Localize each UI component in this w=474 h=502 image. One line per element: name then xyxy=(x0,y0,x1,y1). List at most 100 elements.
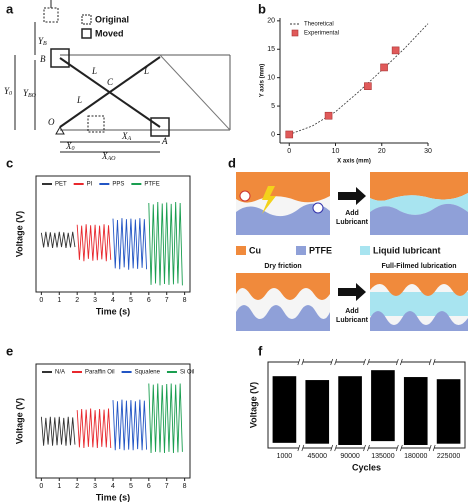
x-tick-label: 4 xyxy=(111,483,115,490)
series-line xyxy=(76,408,112,448)
liquid-layer xyxy=(370,193,468,215)
y-tick-label: 10 xyxy=(267,75,275,82)
series-line xyxy=(112,399,148,451)
axis-break-gap xyxy=(430,447,435,449)
x-tick-label: 0 xyxy=(287,148,291,155)
x-tick-label: 0 xyxy=(39,483,43,490)
y-tick-label: 20 xyxy=(267,18,275,25)
legend-label: Paraffin Oil xyxy=(85,370,115,376)
x-tick-label: 225000 xyxy=(437,453,460,460)
axis-break xyxy=(396,358,399,366)
series-line xyxy=(40,231,76,249)
panel-labels: a b c d e f xyxy=(6,1,266,358)
cu-layer xyxy=(370,273,468,296)
legend-swatch xyxy=(236,246,246,255)
signal-block xyxy=(436,379,461,444)
label-sub: 0 xyxy=(9,91,12,97)
marker xyxy=(324,111,333,120)
x-tick-label: 0 xyxy=(39,297,43,304)
x-tick-label: 8 xyxy=(183,483,187,490)
axis-break-gap xyxy=(364,447,369,449)
y-tick-label: 15 xyxy=(267,46,275,53)
caption: Full-Filmed lubrication xyxy=(381,263,456,270)
label-main: C xyxy=(107,77,114,87)
axis-break xyxy=(334,358,337,366)
label-sub: BO xyxy=(28,93,37,99)
x-tick-label: 2 xyxy=(75,483,79,490)
label-main: A xyxy=(161,136,168,146)
label-sub: A xyxy=(127,136,132,142)
legend-label: Original xyxy=(95,14,129,24)
diagram-a xyxy=(14,0,231,153)
axis-break xyxy=(330,358,333,366)
panel-label: d xyxy=(228,155,236,170)
legend-label: N/A xyxy=(55,370,65,376)
axis-break-gap xyxy=(298,361,303,363)
marker xyxy=(391,46,400,55)
legend-label: PTFE xyxy=(144,182,159,188)
arrow-label: Lubricant xyxy=(336,317,369,324)
legend-label: PPS xyxy=(112,182,124,188)
marker xyxy=(364,82,372,90)
y-axis-label: Y axis (mm) xyxy=(260,64,266,98)
axis-break xyxy=(367,444,370,452)
ptfe-layer xyxy=(370,311,468,331)
label-sub: AO xyxy=(107,156,117,162)
label-main: Y xyxy=(4,86,10,96)
axis-break xyxy=(301,444,305,452)
legend-marker xyxy=(291,29,299,37)
axis-break xyxy=(428,444,432,452)
axis-break-gap xyxy=(331,361,336,363)
x-tick-label: 180000 xyxy=(404,453,427,460)
series-line xyxy=(76,224,112,262)
spark xyxy=(262,186,276,214)
cu-layer xyxy=(236,273,330,300)
axis-break xyxy=(396,444,399,452)
axis-break xyxy=(400,444,403,452)
x-tick-label: 5 xyxy=(129,297,133,304)
label: C xyxy=(107,77,114,87)
arrow xyxy=(338,187,366,205)
label-main: X xyxy=(121,131,128,141)
label: A xyxy=(161,136,168,146)
x-axis-label: Time (s) xyxy=(96,492,130,502)
signal-block xyxy=(403,377,428,445)
axis-break xyxy=(330,444,333,452)
x-tick-label: 3 xyxy=(93,297,97,304)
x-tick-label: 1 xyxy=(57,297,61,304)
legend-label: Cu xyxy=(249,245,261,255)
label: Y0 xyxy=(4,86,12,97)
legend-swatch xyxy=(296,246,306,255)
panel-label: c xyxy=(6,155,13,170)
axis-break xyxy=(432,358,436,366)
label-main: L xyxy=(91,66,97,76)
x-tick-label: 1 xyxy=(57,483,61,490)
x-tick-label: 2 xyxy=(75,297,79,304)
plot-frame xyxy=(267,361,466,449)
label: YBO xyxy=(23,88,37,99)
axis-break xyxy=(363,358,366,366)
label-main: B xyxy=(40,54,46,64)
ptfe-layer xyxy=(370,203,468,235)
label-main: X xyxy=(101,151,108,161)
series-line xyxy=(112,218,148,270)
label: B xyxy=(40,54,46,64)
signal-block xyxy=(305,380,330,444)
label: XAO xyxy=(101,151,116,162)
label-main: Y xyxy=(23,88,29,98)
caption: Dry friction xyxy=(264,263,301,270)
legend-label: Experimental xyxy=(304,31,339,37)
legend-label: Moved xyxy=(95,28,124,38)
signal-block xyxy=(338,376,362,445)
label: L xyxy=(76,95,82,105)
x-axis-label: Cycles xyxy=(352,462,381,472)
arrow-label: Lubricant xyxy=(336,219,369,226)
label-main: O xyxy=(48,117,55,127)
legend-swatch xyxy=(81,28,92,39)
axis-break-gap xyxy=(430,361,435,363)
charge xyxy=(239,190,251,202)
series-line xyxy=(40,416,76,446)
x-tick-label: 3 xyxy=(93,483,97,490)
legend-label: Si Oil xyxy=(180,370,194,376)
